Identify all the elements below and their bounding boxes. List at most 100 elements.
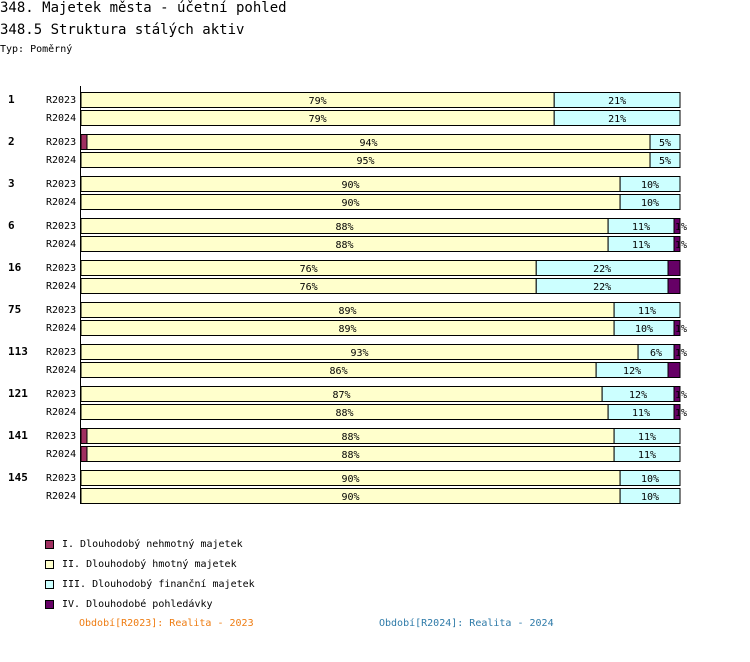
group-label: 2 [8,135,15,148]
data-label: 89% [339,306,357,317]
period-tick-label: R2024 [46,281,76,292]
bar-segment [673,236,681,252]
group-label: 141 [8,429,28,442]
period-tick-label: R2024 [46,239,76,250]
bar-segment [673,320,681,336]
data-label: 90% [342,198,360,209]
group-label: 145 [8,471,28,484]
data-label: 95% [356,156,374,167]
period-tick-label: R2024 [46,407,76,418]
bar-segment [613,446,681,462]
data-label: 1% [675,348,687,359]
legend-swatch-3 [45,579,54,589]
period-tick-label: R2024 [46,197,76,208]
bar-segment [80,428,88,444]
group-label: 75 [8,303,21,316]
legend: I. Dlouhodobý nehmotný majetek II. Dlouh… [45,534,255,614]
report-title: 348. Majetek města - účetní pohled [0,0,287,16]
bar-segment [80,134,88,150]
data-label: 88% [336,240,354,251]
group-label: 121 [8,387,28,400]
bar-segment [667,278,681,294]
legend-swatch-4 [45,599,54,609]
data-label: 10% [635,324,653,335]
data-label: 90% [342,474,360,485]
period-tick-label: R2024 [46,449,76,460]
group-label: 113 [8,345,28,358]
data-label: 79% [309,114,327,125]
period-tick-label: R2023 [46,263,76,274]
bar-segment [613,428,681,444]
bar-segment [673,218,681,234]
legend-label-3: III. Dlouhodobý finanční majetek [62,578,255,590]
bar-segment [673,404,681,420]
period-tick-label: R2023 [46,473,76,484]
data-label: 11% [632,240,650,251]
data-label: 11% [638,432,656,443]
data-label: 76% [300,282,318,293]
legend-swatch-2 [45,559,54,569]
bar-segment [649,152,681,168]
period-tick-label: R2023 [46,179,76,190]
legend-item-2: II. Dlouhodobý hmotný majetek [45,554,255,574]
data-label: 88% [342,432,360,443]
data-label: 88% [336,408,354,419]
bar-segment [80,446,88,462]
period-2023-label: Období[R2023]: Realita - 2023 [79,618,254,629]
period-tick-label: R2024 [46,155,76,166]
data-label: 22% [593,282,611,293]
legend-label-4: IV. Dlouhodobé pohledávky [62,598,213,610]
data-label: 11% [632,222,650,233]
legend-item-3: III. Dlouhodobý finanční majetek [45,574,255,594]
data-label: 88% [336,222,354,233]
group-label: 16 [8,261,22,274]
group-label: 1 [8,93,15,106]
period-tick-label: R2024 [46,491,76,502]
data-label: 88% [342,450,360,461]
chart-type-label: Typ: Poměrný [0,44,73,55]
data-label: 10% [641,180,659,191]
data-label: 1% [675,408,687,419]
bar-segment [619,176,681,192]
period-tick-label: R2023 [46,95,76,106]
data-label: 11% [632,408,650,419]
bar-segment [667,260,681,276]
bar-segment [673,386,681,402]
bar-segment [649,134,681,150]
bar-segment [613,302,681,318]
data-label: 90% [342,492,360,503]
data-label: 93% [351,348,369,359]
period-tick-label: R2023 [46,389,76,400]
data-label: 79% [309,96,327,107]
period-tick-label: R2023 [46,431,76,442]
data-label: 86% [330,366,348,377]
data-label: 11% [638,306,656,317]
legend-label-2: II. Dlouhodobý hmotný majetek [62,558,237,570]
period-tick-label: R2024 [46,323,76,334]
period-tick-label: R2024 [46,113,76,124]
data-label: 10% [641,492,659,503]
bar-segment [553,110,681,126]
stacked-bar-chart: 1 R2023 79% 21% R2024 79% 21% 2 R2023 94% 5% R2024 9… [8,86,687,504]
group-label: 3 [8,177,15,190]
legend-swatch-1 [45,539,54,549]
data-label: 1% [675,390,687,401]
period-2024-label: Období[R2024]: Realita - 2024 [379,618,554,629]
data-label: 12% [623,366,641,377]
data-label: 10% [641,474,659,485]
data-label: 1% [675,240,687,251]
bar-segment [619,488,681,504]
data-label: 12% [629,390,647,401]
data-label: 76% [300,264,318,275]
bar-segment [667,362,681,378]
data-label: 11% [638,450,656,461]
data-label: 90% [342,180,360,191]
data-label: 21% [608,114,626,125]
bar-segment [673,344,681,360]
legend-item-1: I. Dlouhodobý nehmotný majetek [45,534,255,554]
bar-segment [619,470,681,486]
period-tick-label: R2023 [46,221,76,232]
data-label: 5% [659,138,671,149]
data-label: 6% [650,348,662,359]
period-tick-label: R2023 [46,347,76,358]
